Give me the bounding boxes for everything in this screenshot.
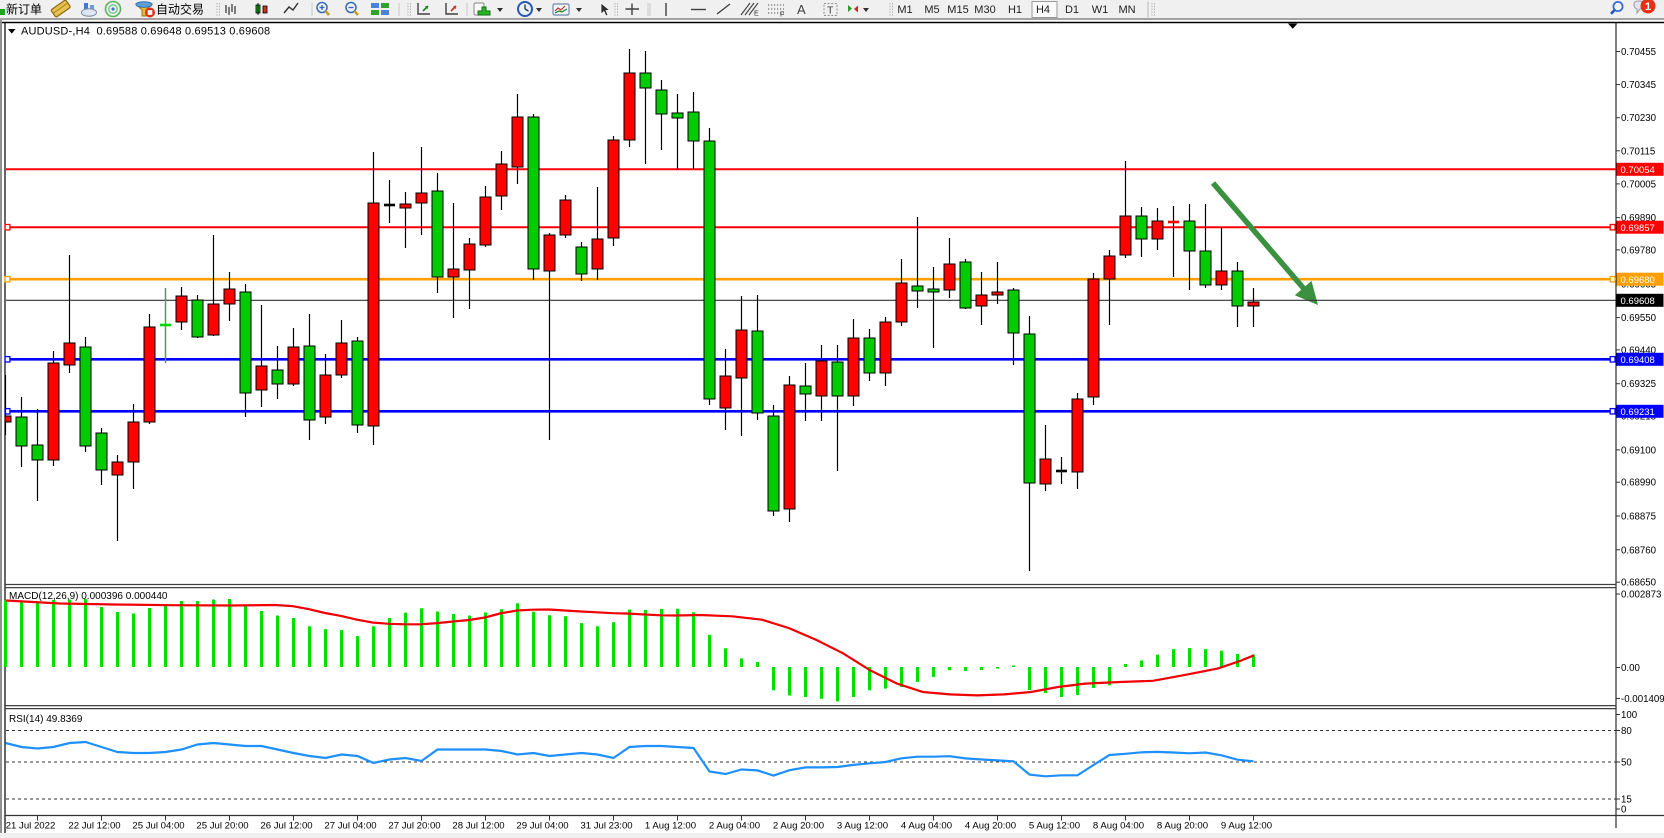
- svg-text:0.68760: 0.68760: [1621, 545, 1657, 556]
- svg-text:A: A: [797, 2, 806, 17]
- svg-text:100: 100: [1621, 710, 1638, 721]
- svg-text:0.69550: 0.69550: [1621, 313, 1657, 324]
- svg-text:M30: M30: [974, 4, 995, 16]
- svg-text:T: T: [827, 5, 834, 17]
- svg-text:自动交易: 自动交易: [156, 2, 204, 17]
- svg-text:4 Aug 04:00: 4 Aug 04:00: [901, 821, 952, 832]
- svg-text:50: 50: [1621, 758, 1632, 769]
- svg-text:0.00: 0.00: [1621, 663, 1640, 674]
- svg-text:M1: M1: [897, 4, 912, 16]
- svg-text:4 Aug 20:00: 4 Aug 20:00: [965, 821, 1016, 832]
- svg-text:3 Aug 12:00: 3 Aug 12:00: [837, 821, 888, 832]
- svg-text:H4: H4: [1036, 4, 1050, 16]
- svg-text:25 Jul 04:00: 25 Jul 04:00: [132, 821, 184, 832]
- svg-text:0.69440: 0.69440: [1621, 345, 1657, 356]
- svg-text:5 Aug 12:00: 5 Aug 12:00: [1029, 821, 1080, 832]
- svg-text:W1: W1: [1092, 4, 1109, 16]
- svg-text:0.68650: 0.68650: [1621, 578, 1657, 589]
- svg-text:0.70230: 0.70230: [1621, 113, 1657, 124]
- svg-text:1 Aug 12:00: 1 Aug 12:00: [645, 821, 696, 832]
- svg-text:新订单: 新订单: [6, 2, 42, 17]
- svg-text:29 Jul 04:00: 29 Jul 04:00: [516, 821, 568, 832]
- svg-text:0.69325: 0.69325: [1621, 379, 1656, 390]
- svg-text:E: E: [754, 11, 759, 18]
- svg-text:0.70345: 0.70345: [1621, 80, 1656, 91]
- svg-text:0.69231: 0.69231: [1621, 407, 1655, 418]
- svg-text:RSI(14) 49.8369: RSI(14) 49.8369: [9, 714, 83, 725]
- svg-text:0.69857: 0.69857: [1621, 223, 1655, 234]
- svg-text:26 Jul 12:00: 26 Jul 12:00: [260, 821, 312, 832]
- svg-text:0.69890: 0.69890: [1621, 213, 1657, 224]
- svg-text:0.68875: 0.68875: [1621, 512, 1656, 523]
- svg-text:21 Jul 2022: 21 Jul 2022: [6, 821, 56, 832]
- svg-text:2 Aug 04:00: 2 Aug 04:00: [709, 821, 760, 832]
- svg-text:28 Jul 12:00: 28 Jul 12:00: [452, 821, 504, 832]
- svg-text:F: F: [780, 12, 784, 19]
- svg-text:0.69608: 0.69608: [1621, 296, 1655, 307]
- svg-text:MN: MN: [1118, 4, 1135, 16]
- svg-text:0: 0: [1621, 805, 1627, 816]
- svg-text:AUDUSD-,H4 0.69588 0.69648 0.: AUDUSD-,H4 0.69588 0.69648 0.69513 0.696…: [21, 26, 270, 38]
- svg-text:25 Jul 20:00: 25 Jul 20:00: [196, 821, 248, 832]
- svg-text:15: 15: [1621, 795, 1632, 806]
- svg-text:0.69100: 0.69100: [1621, 445, 1657, 456]
- svg-text:1: 1: [1645, 1, 1651, 13]
- svg-text:D1: D1: [1065, 4, 1079, 16]
- svg-text:9 Aug 12:00: 9 Aug 12:00: [1221, 821, 1272, 832]
- svg-text:27 Jul 20:00: 27 Jul 20:00: [388, 821, 440, 832]
- svg-text:0.69680: 0.69680: [1621, 275, 1655, 286]
- svg-text:M5: M5: [924, 4, 939, 16]
- svg-text:8 Aug 04:00: 8 Aug 04:00: [1093, 821, 1144, 832]
- svg-text:0.70115: 0.70115: [1621, 146, 1655, 157]
- svg-text:80: 80: [1621, 726, 1632, 737]
- svg-text:22 Jul 12:00: 22 Jul 12:00: [68, 821, 120, 832]
- svg-text:0.70455: 0.70455: [1621, 47, 1656, 58]
- svg-text:0.002873: 0.002873: [1621, 590, 1661, 601]
- svg-text:H1: H1: [1008, 4, 1022, 16]
- svg-text:-0.001409: -0.001409: [1621, 694, 1664, 705]
- svg-text:0.68990: 0.68990: [1621, 478, 1657, 489]
- svg-text:2 Aug 20:00: 2 Aug 20:00: [773, 821, 824, 832]
- svg-text:8 Aug 20:00: 8 Aug 20:00: [1157, 821, 1208, 832]
- svg-text:0.69780: 0.69780: [1621, 245, 1657, 256]
- svg-text:0.70054: 0.70054: [1621, 165, 1655, 176]
- svg-text:M15: M15: [947, 4, 968, 16]
- svg-text:31 Jul 23:00: 31 Jul 23:00: [580, 821, 632, 832]
- svg-text:MACD(12,26,9) 0.000396 0.00044: MACD(12,26,9) 0.000396 0.000440: [9, 591, 168, 602]
- svg-text:0.69408: 0.69408: [1621, 355, 1655, 366]
- svg-text:27 Jul 04:00: 27 Jul 04:00: [324, 821, 376, 832]
- svg-text:0.70005: 0.70005: [1621, 179, 1656, 190]
